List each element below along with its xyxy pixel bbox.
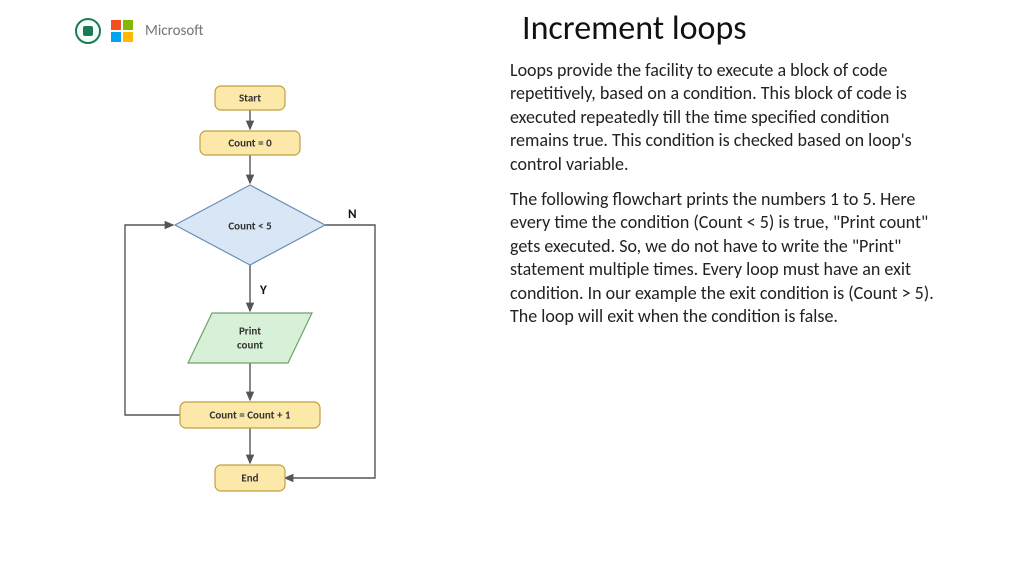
node-print-label2: count [237,339,263,352]
page-title: Increment loops [522,8,950,49]
microsoft-logo-icon [111,20,133,42]
ms-tile-red [111,20,121,30]
node-end-label: End [241,472,258,485]
label-yes: Y [259,283,267,298]
microsoft-label: Microsoft [145,22,204,40]
node-init-label: Count = 0 [228,137,272,150]
logo-bar: Microsoft [75,18,204,44]
label-no: N [348,207,357,222]
text-content: Increment loops Loops provide the facili… [510,8,950,340]
paragraph-2: The following flowchart prints the numbe… [510,188,950,328]
paragraph-1: Loops provide the facility to execute a … [510,59,950,176]
node-decision-label: Count < 5 [228,220,272,233]
flowchart-diagram: Start Count = 0 Count < 5 N Y Print coun… [100,80,420,540]
flowchart-svg: Start Count = 0 Count < 5 N Y Print coun… [100,80,420,540]
ms-tile-blue [111,32,121,42]
ms-tile-yellow [123,32,133,42]
institution-seal-icon [75,18,101,44]
node-increment-label: Count = Count + 1 [210,409,291,422]
node-print-label1: Print [239,325,261,338]
node-start-label: Start [239,92,261,105]
ms-tile-green [123,20,133,30]
